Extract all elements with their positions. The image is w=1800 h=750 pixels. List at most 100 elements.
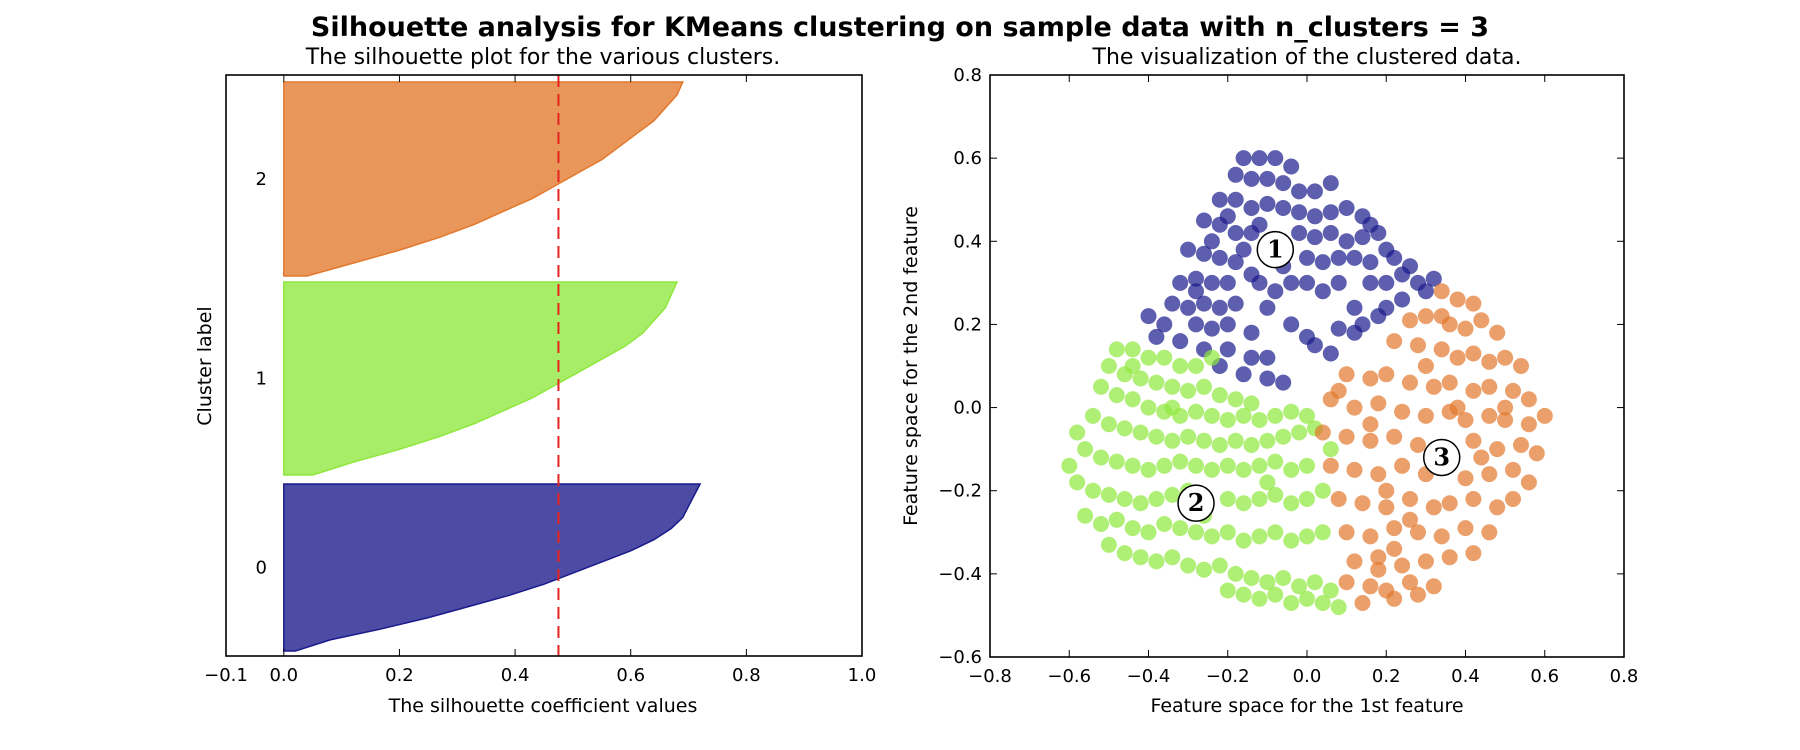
scatter-y-tick-label: 0.6 [953, 148, 982, 169]
scatter-point-cluster-1 [1172, 274, 1189, 291]
cluster-label-1: 1 [256, 369, 267, 390]
scatter-y-tick-label: 0.8 [953, 65, 982, 86]
scatter-point-cluster-1 [1211, 299, 1228, 316]
scatter-point-cluster-3 [1497, 412, 1514, 428]
scatter-point-cluster-2 [1283, 595, 1300, 611]
scatter-point-cluster-2 [1140, 524, 1157, 541]
scatter-point-cluster-1 [1322, 175, 1339, 192]
scatter-point-cluster-2 [1085, 482, 1101, 499]
scatter-point-cluster-2 [1188, 403, 1204, 420]
scatter-point-cluster-3 [1410, 524, 1426, 541]
scatter-point-cluster-3 [1354, 495, 1371, 512]
scatter-point-cluster-3 [1394, 557, 1411, 574]
scatter-point-cluster-1 [1203, 233, 1220, 250]
scatter-point-cluster-1 [1330, 320, 1347, 337]
scatter-point-cluster-3 [1362, 578, 1379, 595]
scatter-point-cluster-1 [1306, 208, 1323, 225]
scatter-point-cluster-1 [1267, 283, 1284, 300]
scatter-point-cluster-2 [1156, 349, 1173, 366]
scatter-point-cluster-1 [1219, 208, 1236, 225]
scatter-point-cluster-2 [1219, 412, 1236, 428]
scatter-point-cluster-3 [1386, 520, 1403, 537]
scatter-point-cluster-3 [1457, 412, 1474, 428]
scatter-point-cluster-2 [1203, 528, 1220, 545]
silhouette-plot-frame [225, 74, 863, 657]
silhouette-y-axis-label: Cluster label [194, 306, 216, 425]
scatter-point-cluster-1 [1259, 349, 1276, 366]
scatter-point-cluster-3 [1330, 491, 1347, 507]
silhouette-x-tick-label: 0.8 [732, 665, 761, 686]
scatter-point-cluster-2 [1116, 545, 1133, 562]
scatter-point-cluster-2 [1299, 407, 1315, 424]
scatter-point-cluster-3 [1449, 291, 1466, 308]
scatter-point-cluster-1 [1338, 233, 1355, 250]
scatter-point-cluster-2 [1275, 428, 1292, 445]
scatter-point-cluster-2 [1069, 474, 1086, 491]
scatter-point-cluster-2 [1267, 586, 1284, 603]
scatter-point-cluster-2 [1251, 457, 1268, 474]
scatter-point-cluster-1 [1314, 254, 1331, 271]
scatter-point-cluster-3 [1362, 416, 1379, 433]
scatter-x-tick-label: 0.4 [1451, 666, 1480, 687]
scatter-point-cluster-2 [1100, 486, 1117, 503]
scatter-point-cluster-2 [1164, 399, 1181, 416]
scatter-point-cluster-2 [1259, 574, 1276, 591]
scatter-point-cluster-3 [1520, 416, 1537, 433]
scatter-point-cluster-2 [1299, 590, 1315, 607]
scatter-point-cluster-3 [1417, 407, 1434, 424]
scatter-point-cluster-2 [1077, 441, 1094, 458]
scatter-point-cluster-3 [1362, 370, 1379, 387]
scatter-point-cluster-1 [1299, 249, 1315, 266]
scatter-point-cluster-3 [1513, 358, 1529, 374]
scatter-point-cluster-2 [1299, 528, 1315, 545]
scatter-point-cluster-1 [1251, 274, 1268, 291]
scatter-point-cluster-3 [1449, 349, 1466, 366]
scatter-point-cluster-3 [1457, 470, 1474, 487]
scatter-point-cluster-1 [1275, 374, 1292, 391]
scatter-points [1061, 150, 1553, 616]
scatter-point-cluster-3 [1394, 457, 1411, 474]
scatter-point-cluster-2 [1188, 358, 1204, 374]
scatter-point-cluster-3 [1489, 324, 1506, 341]
silhouette-x-tick-label: 1.0 [848, 665, 877, 686]
scatter-point-cluster-3 [1338, 524, 1355, 541]
scatter-point-cluster-2 [1203, 407, 1220, 424]
scatter-point-cluster-1 [1283, 274, 1300, 291]
scatter-point-cluster-2 [1243, 570, 1260, 586]
scatter-point-cluster-3 [1402, 511, 1418, 528]
scatter-point-cluster-1 [1362, 274, 1379, 291]
scatter-x-tick-label: −0.2 [1206, 666, 1250, 687]
scatter-point-cluster-2 [1283, 532, 1300, 549]
scatter-point-cluster-3 [1528, 445, 1545, 462]
scatter-point-cluster-3 [1465, 295, 1482, 312]
scatter-point-cluster-1 [1243, 324, 1260, 341]
scatter-point-cluster-2 [1299, 457, 1315, 474]
scatter-point-cluster-3 [1481, 353, 1498, 370]
scatter-point-cluster-1 [1211, 249, 1228, 266]
scatter-point-cluster-3 [1433, 308, 1450, 325]
scatter-point-cluster-3 [1362, 528, 1379, 545]
scatter-point-cluster-2 [1235, 586, 1252, 603]
scatter-point-cluster-2 [1180, 382, 1197, 399]
silhouette-x-tick-label: 0.4 [501, 665, 530, 686]
scatter-point-cluster-3 [1402, 491, 1418, 507]
scatter-point-cluster-1 [1362, 254, 1379, 271]
scatter-point-cluster-3 [1338, 428, 1355, 445]
scatter-point-cluster-2 [1124, 520, 1141, 537]
scatter-point-cluster-1 [1227, 295, 1244, 312]
scatter-point-cluster-1 [1243, 200, 1260, 216]
scatter-point-cluster-3 [1425, 499, 1442, 516]
scatter-x-tick-label: −0.8 [968, 666, 1012, 687]
scatter-point-cluster-3 [1417, 308, 1434, 325]
scatter-point-cluster-3 [1497, 349, 1514, 366]
scatter-point-cluster-2 [1164, 378, 1181, 395]
scatter-point-cluster-1 [1243, 349, 1260, 366]
silhouette-band-cluster-2 [283, 81, 684, 277]
scatter-point-cluster-2 [1093, 449, 1109, 466]
scatter-point-cluster-3 [1536, 407, 1553, 424]
scatter-point-cluster-3 [1394, 403, 1411, 420]
cluster-center-marker-1 [1256, 230, 1295, 269]
scatter-point-cluster-3 [1481, 407, 1498, 424]
scatter-point-cluster-3 [1505, 491, 1521, 507]
scatter-point-cluster-2 [1267, 486, 1284, 503]
